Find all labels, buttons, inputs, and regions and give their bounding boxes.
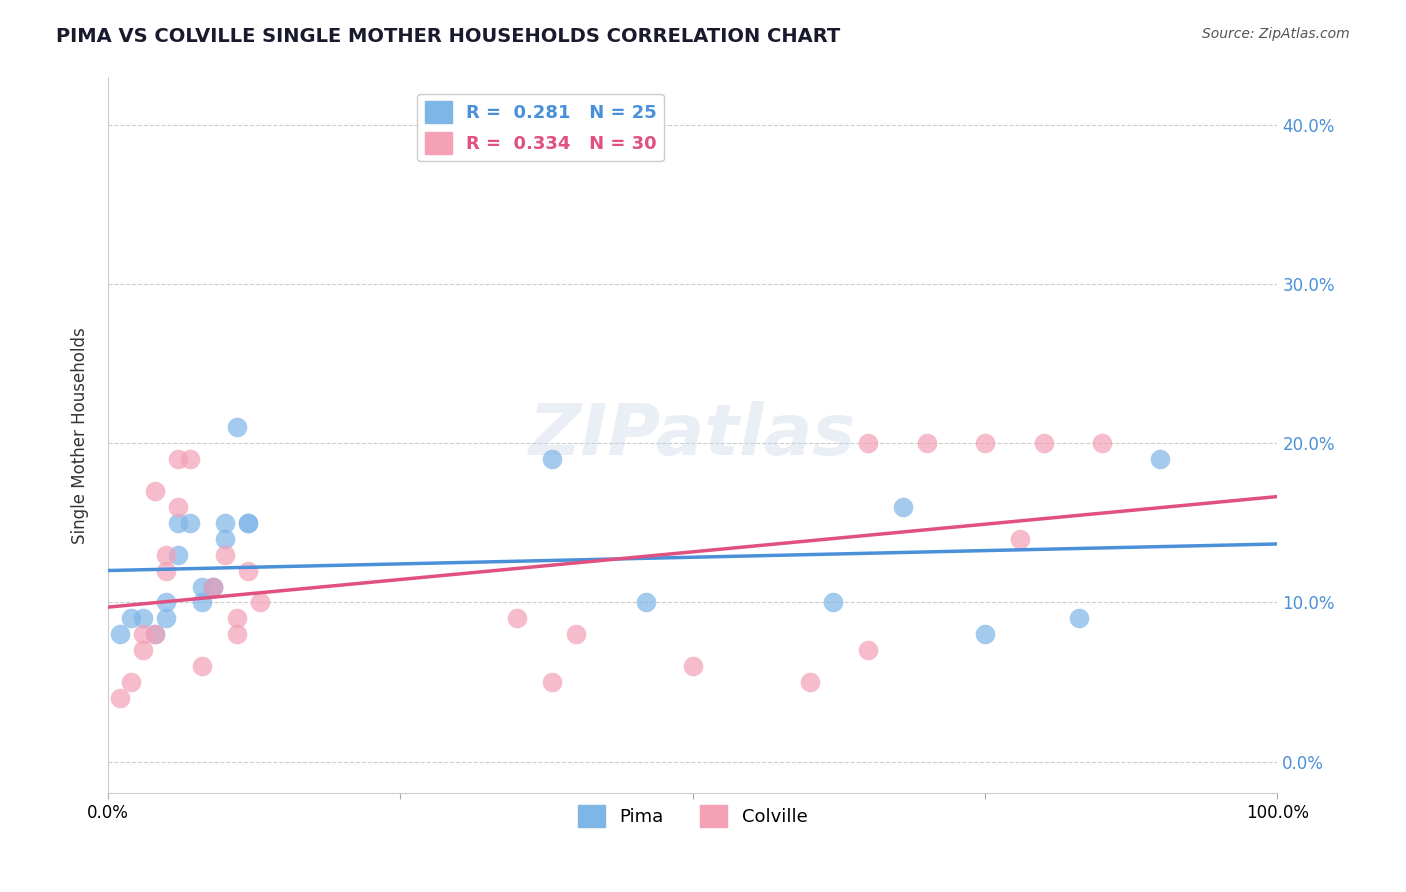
Point [132,627,155,641]
Point [238,516,260,530]
Text: ZIPatlas: ZIPatlas [529,401,856,470]
Point [132,611,155,625]
Point [155,595,177,609]
Text: PIMA VS COLVILLE SINGLE MOTHER HOUSEHOLDS CORRELATION CHART: PIMA VS COLVILLE SINGLE MOTHER HOUSEHOLD… [56,27,841,45]
Point [120,611,142,625]
Text: Source: ZipAtlas.com: Source: ZipAtlas.com [1202,27,1350,41]
Point [821,595,844,609]
Point [167,548,190,562]
Point [915,436,938,450]
Y-axis label: Single Mother Households: Single Mother Households [72,327,89,544]
Point [155,548,177,562]
Point [202,580,225,594]
Point [167,500,190,514]
Point [634,595,657,609]
Point [108,690,131,705]
Point [541,675,564,690]
Point [506,611,529,625]
Point [541,452,564,467]
Point [238,516,260,530]
Point [1032,436,1054,450]
Point [190,595,212,609]
Point [564,627,586,641]
Point [167,516,190,530]
Point [225,627,247,641]
Legend: Pima, Colville: Pima, Colville [571,798,814,834]
Point [682,659,704,673]
Point [179,452,201,467]
Point [1067,611,1090,625]
Point [202,580,225,594]
Point [1010,532,1032,546]
Point [120,675,142,690]
Point [214,516,236,530]
Point [214,548,236,562]
Point [1091,436,1114,450]
Point [238,564,260,578]
Point [108,627,131,641]
Point [891,500,914,514]
Point [143,627,166,641]
Point [202,580,225,594]
Point [225,611,247,625]
Point [190,659,212,673]
Point [143,627,166,641]
Point [179,516,201,530]
Point [856,436,879,450]
Point [167,452,190,467]
Point [155,611,177,625]
Point [132,643,155,657]
Point [249,595,271,609]
Point [1149,452,1171,467]
Point [974,627,997,641]
Point [799,675,821,690]
Point [214,532,236,546]
Point [974,436,997,450]
Point [225,420,247,434]
Point [190,580,212,594]
Point [856,643,879,657]
Point [155,564,177,578]
Point [143,484,166,499]
